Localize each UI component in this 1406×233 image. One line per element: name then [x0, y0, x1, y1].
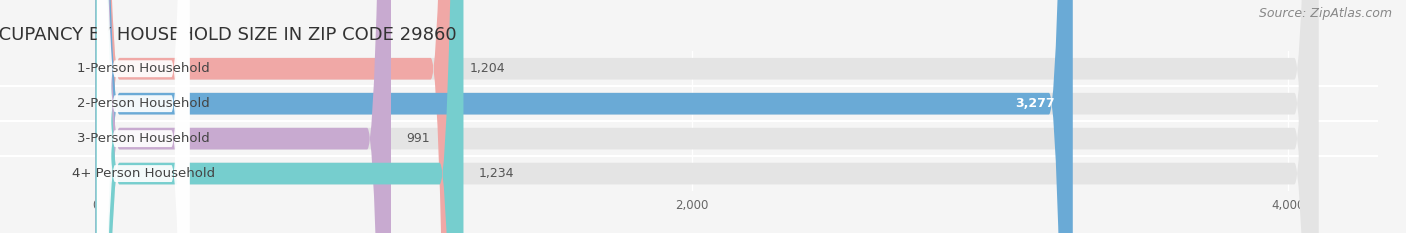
- Text: 1,204: 1,204: [470, 62, 505, 75]
- Text: 1,234: 1,234: [478, 167, 513, 180]
- FancyBboxPatch shape: [96, 0, 464, 233]
- Text: OCCUPANCY BY HOUSEHOLD SIZE IN ZIP CODE 29860: OCCUPANCY BY HOUSEHOLD SIZE IN ZIP CODE …: [0, 26, 457, 44]
- FancyBboxPatch shape: [96, 0, 1319, 233]
- Text: 3-Person Household: 3-Person Household: [77, 132, 209, 145]
- FancyBboxPatch shape: [97, 0, 190, 233]
- FancyBboxPatch shape: [96, 0, 454, 233]
- Text: 4+ Person Household: 4+ Person Household: [72, 167, 215, 180]
- FancyBboxPatch shape: [97, 0, 190, 233]
- Text: 3,277: 3,277: [1015, 97, 1054, 110]
- FancyBboxPatch shape: [96, 0, 1073, 233]
- FancyBboxPatch shape: [97, 0, 190, 233]
- Text: 991: 991: [406, 132, 429, 145]
- FancyBboxPatch shape: [96, 0, 391, 233]
- Text: Source: ZipAtlas.com: Source: ZipAtlas.com: [1258, 7, 1392, 20]
- Text: 1-Person Household: 1-Person Household: [77, 62, 209, 75]
- FancyBboxPatch shape: [96, 0, 1319, 233]
- FancyBboxPatch shape: [96, 0, 1319, 233]
- Text: 2-Person Household: 2-Person Household: [77, 97, 209, 110]
- FancyBboxPatch shape: [96, 0, 1319, 233]
- FancyBboxPatch shape: [97, 0, 190, 233]
